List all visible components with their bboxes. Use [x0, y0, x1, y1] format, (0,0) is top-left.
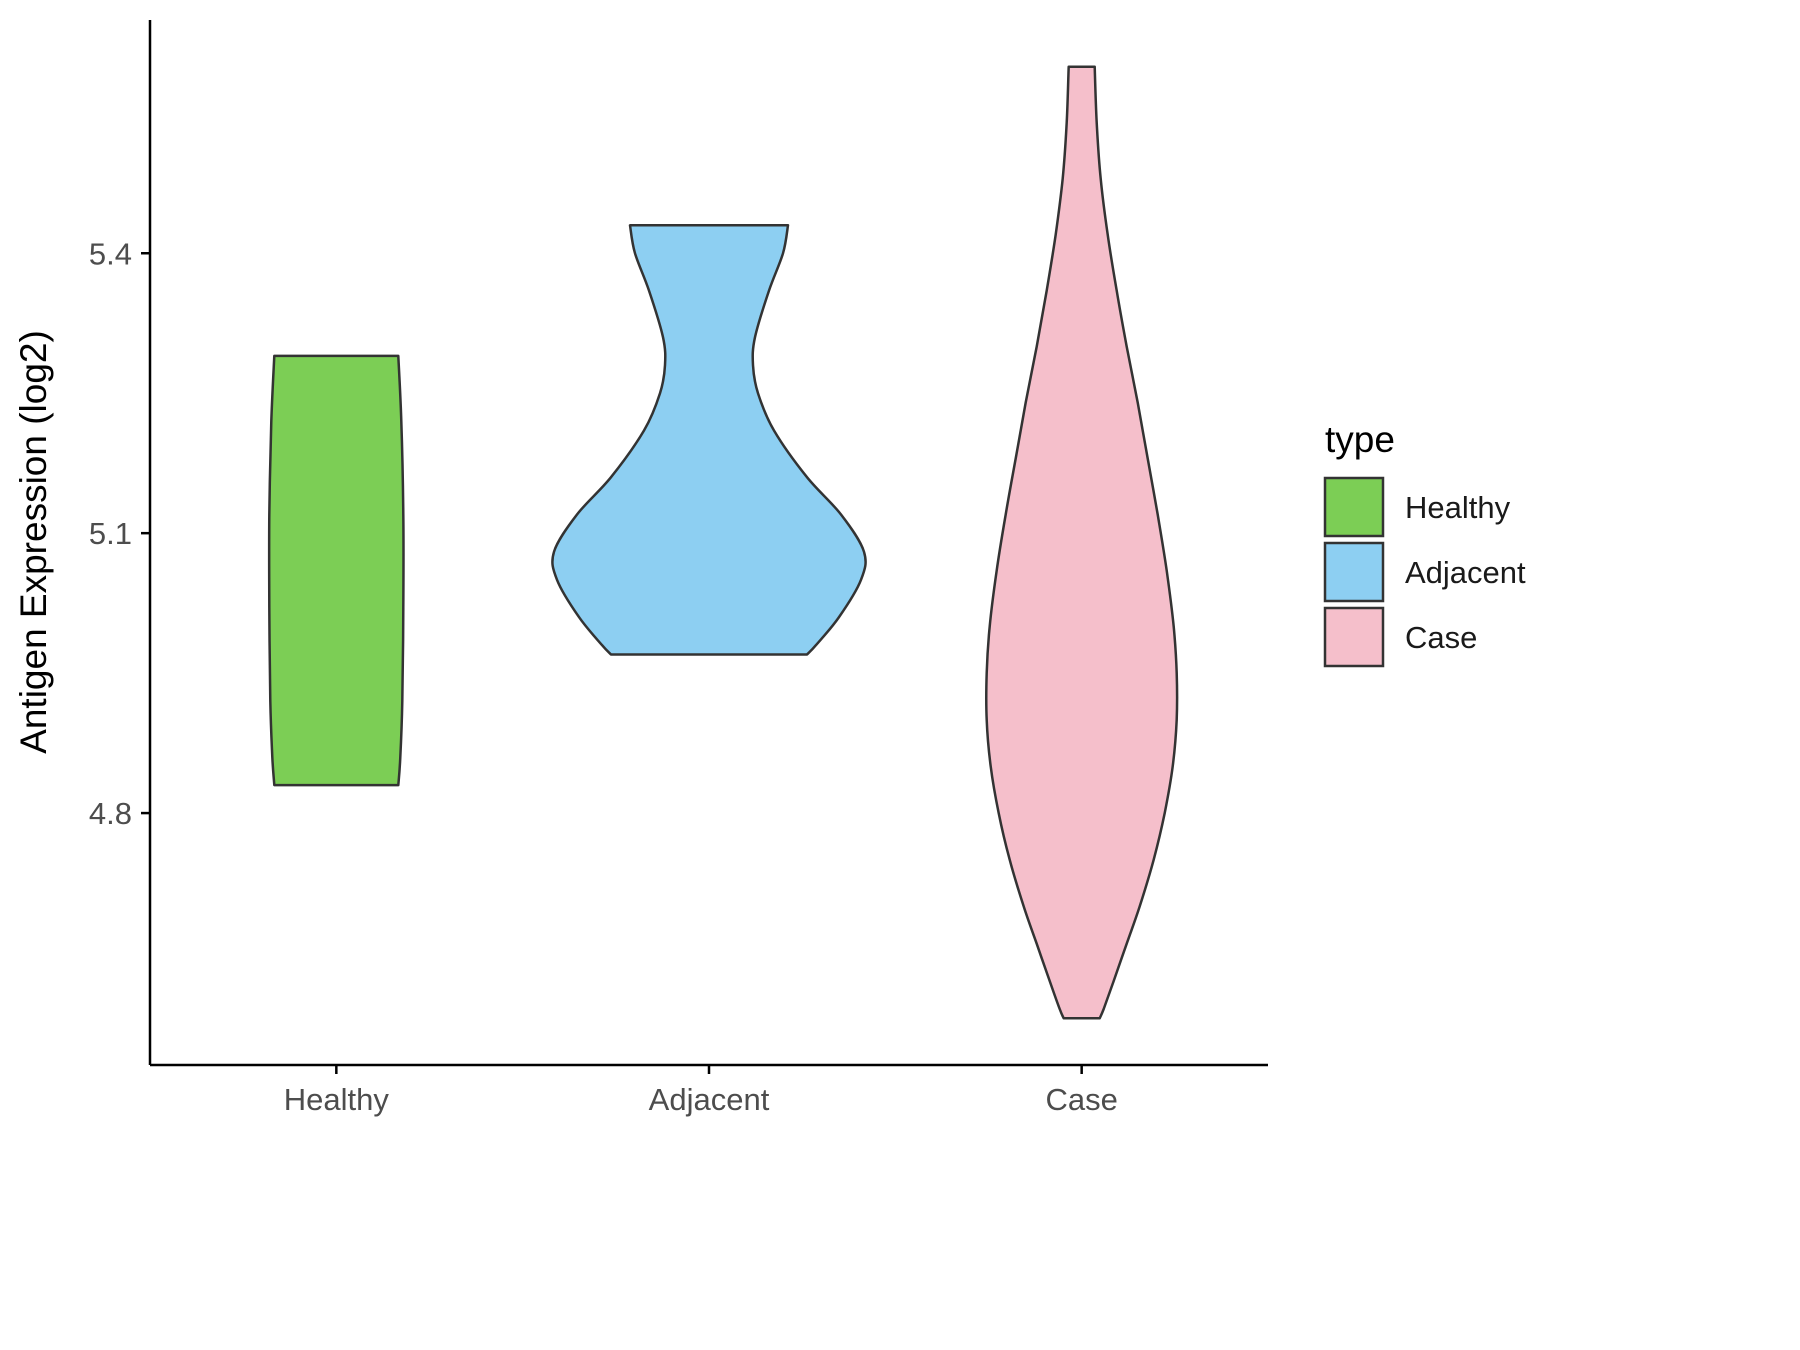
- y-tick-label: 5.1: [89, 516, 132, 551]
- y-tick-label: 5.4: [89, 236, 132, 271]
- violins-group: [267, 65, 1179, 1020]
- legend-key-case: [1323, 606, 1385, 668]
- legend-label-adjacent: Adjacent: [1405, 555, 1526, 590]
- legend-keys: Healthy Adjacent Case: [1323, 476, 1526, 668]
- x-category-label: Adjacent: [649, 1082, 770, 1117]
- legend: type Healthy Adjacent Case: [1323, 419, 1526, 668]
- legend-label-healthy: Healthy: [1405, 490, 1511, 525]
- y-axis-title: Antigen Expression (log2): [13, 330, 54, 754]
- legend-key-adjacent: [1323, 541, 1385, 603]
- y-tick-label: 4.8: [89, 796, 132, 831]
- legend-title: type: [1325, 419, 1395, 460]
- y-axis-ticks: 4.8 5.1 5.4: [89, 236, 150, 831]
- violin-adjacent: [551, 224, 867, 656]
- violin-case: [985, 65, 1179, 1020]
- x-category-label: Case: [1045, 1082, 1117, 1117]
- legend-key-healthy: [1323, 476, 1385, 538]
- x-axis-ticks: Healthy Adjacent Case: [284, 1065, 1118, 1117]
- violin-healthy: [267, 354, 405, 787]
- x-category-label: Healthy: [284, 1082, 390, 1117]
- legend-label-case: Case: [1405, 620, 1477, 655]
